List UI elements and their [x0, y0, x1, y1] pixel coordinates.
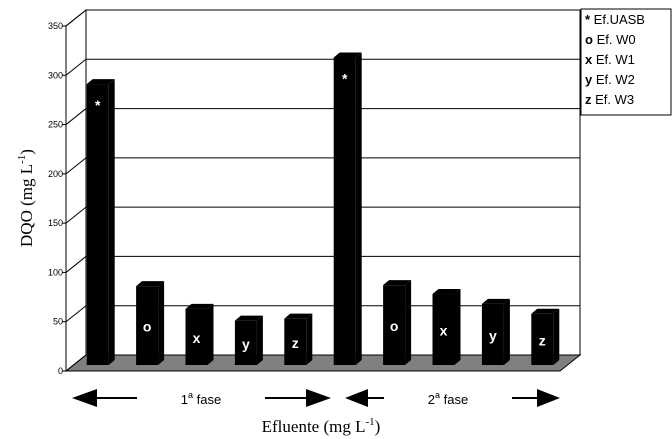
legend-entry: z Ef. W3	[585, 92, 634, 107]
y-tick-label: 350	[48, 21, 63, 31]
bar-data-label: o	[390, 318, 399, 334]
legend-label: Ef. W1	[592, 52, 635, 67]
legend-key: z	[585, 92, 592, 107]
legend-key: y	[585, 72, 593, 87]
bar-side	[454, 289, 461, 365]
bar-side	[256, 315, 263, 365]
bar-data-label: x	[193, 330, 201, 346]
bar-top	[333, 52, 362, 58]
y-tick-label: 300	[48, 70, 63, 80]
bar-data-label: o	[143, 319, 152, 335]
y-tick-label: 50	[53, 317, 63, 327]
y-tick-label: 200	[48, 169, 63, 179]
bar: o	[136, 281, 165, 365]
bar-front	[185, 308, 208, 365]
y-tick-label: 0	[58, 366, 63, 376]
bar-front	[383, 285, 406, 365]
bar-front	[531, 313, 554, 365]
gridline-side	[65, 305, 87, 323]
x-axis-title: Efluente (mg L-1)	[262, 416, 381, 436]
bar-data-label: y	[489, 327, 497, 343]
bar-front	[136, 286, 159, 365]
bar-top	[234, 315, 263, 321]
bar-top	[432, 289, 461, 295]
legend-key: x	[585, 52, 593, 67]
legend-box	[580, 8, 672, 116]
bar-front	[333, 57, 356, 365]
legend-key: *	[585, 12, 591, 27]
bars: * o x y z * o x y z	[86, 52, 560, 366]
bar-side	[108, 79, 115, 366]
phase-2-label: 2a fase	[428, 390, 468, 407]
y-tick-label: 150	[48, 218, 63, 228]
legend-key: o	[585, 32, 593, 47]
phase-2-right-arrow-icon	[537, 389, 560, 407]
bar-front	[432, 294, 455, 365]
bar-top	[185, 303, 214, 309]
bar: x	[185, 303, 214, 365]
phase-2-indicator: 2a fase	[345, 389, 560, 407]
bar-data-label: y	[242, 336, 250, 352]
gridline-side	[65, 108, 87, 125]
bar-front	[86, 84, 109, 366]
bar: x	[432, 289, 461, 365]
bar-top	[531, 308, 560, 314]
legend-entry: x Ef. W1	[585, 52, 635, 67]
gridline-side	[65, 256, 87, 273]
bar: *	[86, 79, 115, 366]
bar: z	[531, 308, 560, 365]
bar: y	[234, 315, 263, 365]
legend-label: Ef. W0	[593, 32, 636, 47]
gridline-side	[65, 58, 87, 76]
bar: y	[481, 298, 510, 365]
bar-side	[207, 303, 214, 365]
bar-top	[383, 280, 412, 286]
bar-data-label: z	[539, 332, 546, 348]
legend-entry: o Ef. W0	[585, 32, 636, 47]
bar: *	[333, 52, 362, 365]
bar-side	[553, 308, 560, 365]
bar-side	[405, 280, 412, 365]
legend-entry: y Ef. W2	[585, 72, 635, 87]
bar: z	[284, 313, 313, 365]
y-axis-title: DQO (mg L-1)	[16, 149, 36, 247]
legend-entry: * Ef.UASB	[585, 12, 645, 27]
bar-data-label: x	[440, 323, 448, 339]
bar-data-label: *	[95, 97, 101, 113]
phase-1-right-arrow-icon	[306, 389, 331, 407]
legend-label: Ef. W3	[592, 92, 635, 107]
bar-top	[481, 298, 510, 304]
legend-label: Ef. W2	[592, 72, 635, 87]
phase-2-left-arrow-icon	[345, 389, 368, 407]
phase-1-indicator: 1a fase	[72, 389, 331, 407]
legend-label: Ef.UASB	[590, 12, 645, 27]
bar: o	[383, 280, 412, 365]
bar-data-label: z	[292, 335, 299, 351]
bar-side	[503, 298, 510, 365]
y-axis: 0 50 100 150 200 250 300 350	[48, 21, 67, 376]
gridline-side	[65, 206, 87, 224]
bar-data-label: *	[342, 70, 348, 86]
y-tick-label: 100	[48, 267, 63, 277]
y-tick-label: 250	[48, 120, 63, 130]
bar-front	[284, 318, 307, 365]
plot-side-wall	[65, 8, 87, 373]
bar-top	[136, 281, 165, 287]
bar-side	[306, 313, 313, 365]
bar-front	[481, 303, 504, 365]
bar-top	[86, 79, 115, 85]
gridline-side	[65, 9, 87, 27]
bar-front	[234, 320, 257, 365]
phase-1-label: 1a fase	[181, 390, 221, 407]
bar-side	[355, 52, 362, 365]
bar-side	[158, 281, 165, 365]
phase-1-left-arrow-icon	[72, 389, 97, 407]
gridline-side	[65, 157, 87, 175]
bar-top	[284, 313, 313, 319]
